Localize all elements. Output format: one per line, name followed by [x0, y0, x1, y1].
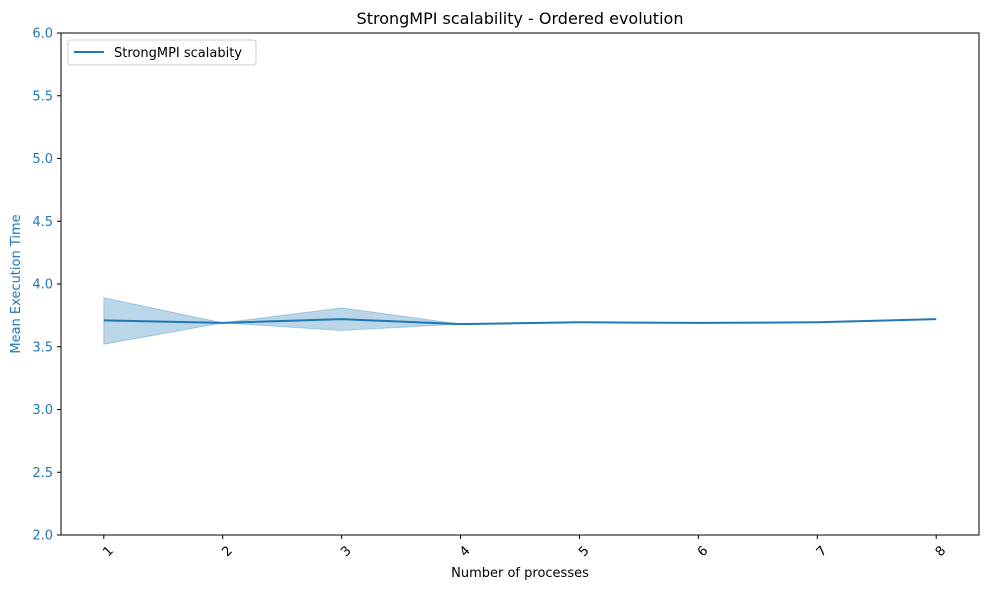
x-tick-label: 6: [695, 543, 711, 559]
x-tick-label: 8: [933, 543, 949, 559]
data-point: [460, 323, 462, 325]
legend: StrongMPI scalabity: [67, 39, 257, 66]
x-tick-label: 1: [100, 543, 116, 559]
y-tick-label: 2.5: [32, 466, 53, 481]
y-tick-label: 3.0: [32, 403, 53, 418]
data-point: [935, 318, 937, 320]
x-tick-label: 7: [814, 543, 830, 559]
y-tick-label: 5.5: [32, 89, 53, 104]
y-tick-label: 5.0: [32, 152, 53, 167]
plot-frame: [60, 32, 980, 536]
chart-title: StrongMPI scalability - Ordered evolutio…: [357, 9, 684, 28]
y-axis-title: Mean Execution Time: [9, 214, 24, 353]
x-tick-label: 4: [457, 543, 473, 559]
x-tick-label: 2: [219, 543, 235, 559]
data-point: [578, 321, 580, 323]
legend-box: [67, 39, 257, 66]
x-axis-title: Number of processes: [451, 566, 589, 581]
legend-label: StrongMPI scalabity: [114, 46, 242, 61]
x-tick-label: 3: [338, 543, 354, 559]
y-tick-label: 6.0: [32, 27, 53, 42]
x-tick-label: 5: [576, 543, 592, 559]
plot-area: [103, 297, 937, 345]
y-axis: 2.0 2.5 3.0 3.5 4.0 4.5 5.0 5.5 6.0: [32, 27, 61, 544]
y-tick-label: 3.5: [32, 340, 53, 355]
series-band: [103, 297, 937, 345]
y-tick-label: 2.0: [32, 529, 53, 544]
series-line: [103, 318, 937, 326]
y-tick-label: 4.0: [32, 278, 53, 293]
data-point: [103, 319, 105, 321]
data-point: [341, 318, 343, 320]
data-point: [697, 322, 699, 324]
y-tick-label: 4.5: [32, 215, 53, 230]
x-axis: 1 2 3 4 5 6 7 8: [100, 535, 949, 560]
data-point: [816, 321, 818, 323]
data-point: [222, 322, 224, 324]
